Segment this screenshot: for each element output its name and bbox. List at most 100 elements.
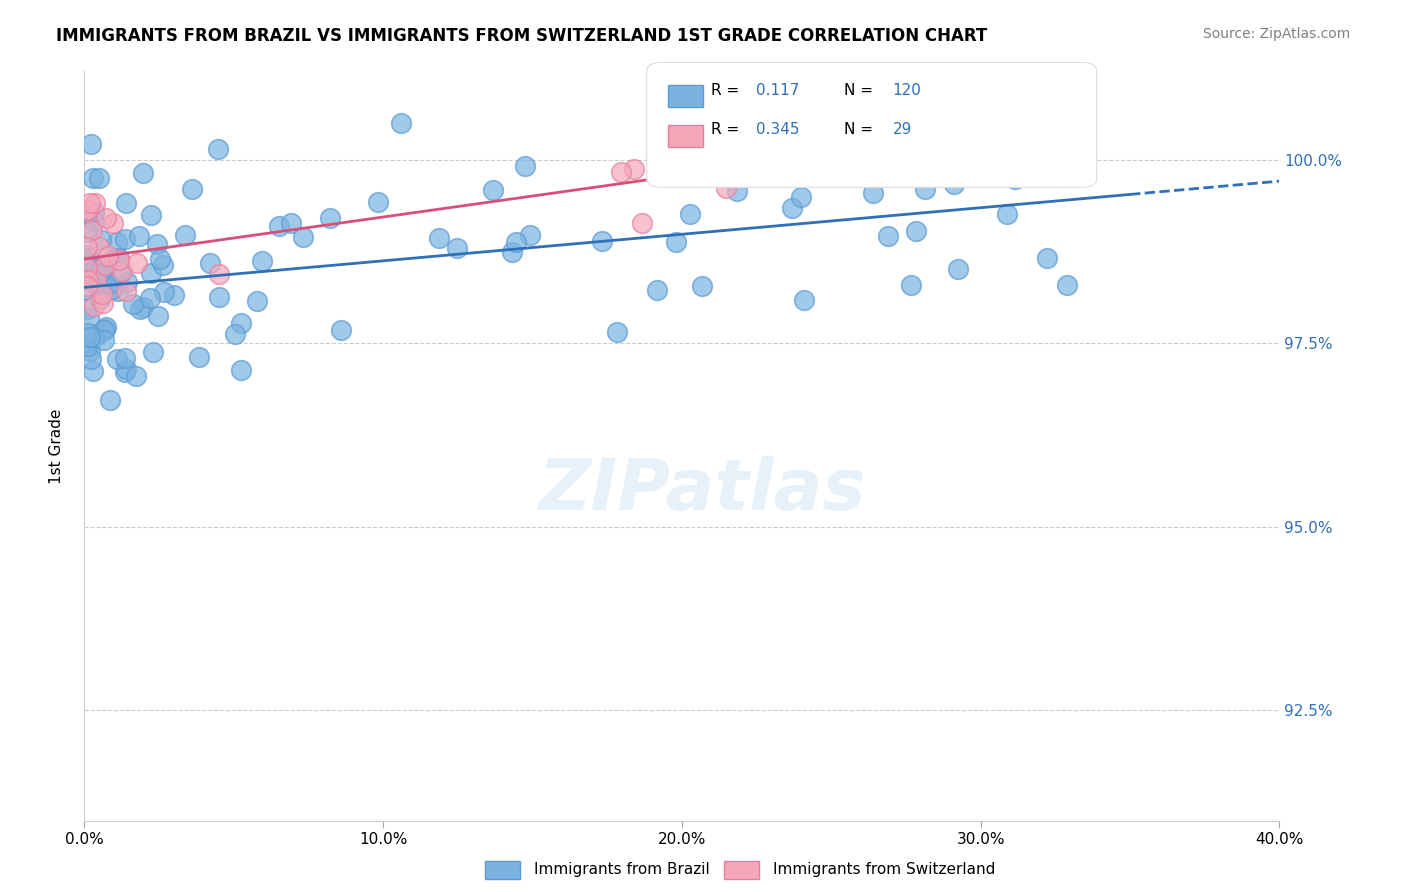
Point [291,230,314,244]
Point [114,365,136,379]
Point [82,364,104,378]
Point [76,279,98,293]
Point [207,142,229,156]
Point [77,252,100,266]
Point [83,204,105,219]
Point [245,293,267,308]
Point [794,116,817,130]
Point [93,333,115,347]
Point [107,284,129,298]
Point [690,278,713,293]
Point [94,258,117,272]
Point [904,224,927,238]
Point [91,286,114,301]
Point [1056,278,1078,293]
Point [89,283,111,297]
Point [76,226,98,240]
Text: IMMIGRANTS FROM BRAZIL VS IMMIGRANTS FROM SWITZERLAND 1ST GRADE CORRELATION CHAR: IMMIGRANTS FROM BRAZIL VS IMMIGRANTS FRO… [56,27,987,45]
Point [76,240,98,254]
Point [76,202,98,217]
Point [267,219,290,234]
Point [610,164,633,178]
Point [108,266,131,280]
Point [79,344,101,359]
Point [174,227,197,242]
Point [128,229,150,244]
Point [94,262,117,277]
Point [250,254,273,268]
Point [1008,116,1031,130]
Point [208,290,231,304]
Point [76,336,98,351]
Point [98,392,121,407]
Point [446,241,468,255]
Point [502,244,524,259]
Text: Source: ZipAtlas.com: Source: ZipAtlas.com [1202,27,1350,41]
Point [606,326,628,340]
Point [900,278,922,293]
Point [83,299,105,313]
Text: N =: N = [844,84,873,98]
Point [1022,167,1045,181]
Point [76,202,98,217]
Point [83,214,105,228]
Point [79,196,101,211]
Text: R =: R = [711,122,740,136]
Point [80,351,103,366]
Point [114,232,136,246]
Point [367,194,389,209]
Point [623,161,645,176]
Point [84,196,107,211]
Point [231,316,253,330]
Point [115,196,138,211]
Point [94,322,117,336]
Point [792,116,814,130]
Point [946,262,969,277]
Point [100,282,122,296]
Point [77,311,100,326]
Point [782,201,804,215]
Point [82,271,104,285]
Point [80,266,103,280]
Point [76,268,98,282]
Text: N =: N = [844,122,873,136]
Text: 0.117: 0.117 [756,84,800,98]
Point [631,216,654,230]
Point [125,368,148,383]
Text: 29: 29 [893,122,912,136]
Point [142,345,165,359]
Point [93,322,115,336]
Point [876,228,898,243]
Point [319,211,342,225]
Point [224,327,246,342]
Point [280,216,302,230]
Point [482,183,505,197]
Point [862,186,884,200]
Text: 120: 120 [893,84,922,98]
Point [515,159,537,173]
Point [1004,171,1026,186]
Point [187,350,209,364]
Point [163,288,186,302]
Point [141,266,163,280]
Point [1018,164,1040,178]
Point [91,296,114,310]
Point [76,339,98,353]
Text: 0.345: 0.345 [756,122,800,136]
Point [89,292,111,306]
Point [105,351,128,366]
Point [152,258,174,272]
Point [76,273,98,287]
Point [1036,251,1059,265]
Point [104,252,127,266]
Point [148,309,170,323]
Point [87,268,110,282]
Text: Immigrants from Switzerland: Immigrants from Switzerland [773,863,995,877]
Point [645,283,668,297]
Point [114,351,136,366]
Point [91,260,114,275]
Point [76,247,98,261]
Point [76,326,98,341]
Point [83,264,105,278]
Point [198,256,221,270]
